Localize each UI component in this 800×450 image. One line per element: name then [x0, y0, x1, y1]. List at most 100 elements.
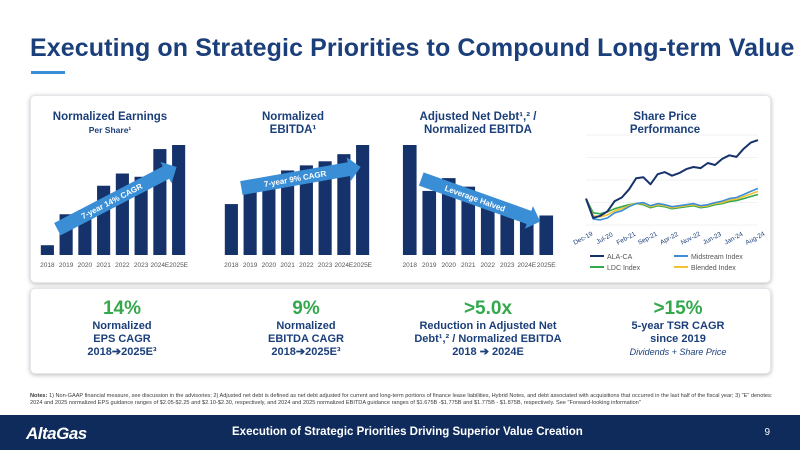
chart-3-bar	[402, 145, 417, 255]
chart-3-tick-label: 2018	[403, 262, 418, 269]
metric-eps: 14% Normalized EPS CAGR 2018➔2025E³	[37, 298, 207, 359]
chart-1-title-text: Normalized Earnings	[52, 111, 168, 123]
chart-3-bar	[480, 198, 495, 255]
metric-eps-line3: 2018➔2025E³	[87, 346, 157, 358]
metric-leverage-line2: Debt¹,² / Normalized EBITDA	[414, 333, 562, 345]
chart-4-tick-label: Apr-22	[659, 231, 680, 247]
chart-1-tick-label: 2018	[40, 262, 55, 269]
footer-bar: AltaGas Execution of Strategic Prioritie…	[0, 415, 800, 450]
chart-3-tick-label: 2020	[442, 262, 457, 269]
chart-1-tick-label: 2019	[59, 262, 74, 269]
metrics-panel	[30, 288, 771, 374]
chart-2-tick-label: 2024E	[334, 262, 353, 269]
chart-3-title: Adjusted Net Debt¹,² / Normalized EBITDA	[398, 111, 558, 137]
chart-2-tick-label: 2022	[299, 262, 314, 269]
chart-4-tick-label: Aug-24	[744, 230, 766, 246]
metric-ebitda-line2: EBITDA CAGR	[268, 333, 344, 345]
chart-2-bar	[356, 145, 370, 255]
chart-4-legend-label: ALA-CA	[607, 254, 633, 261]
chart-3-tick-label: 2024E	[517, 262, 536, 269]
chart-3-trend-arrow: Leverage Halved	[418, 172, 541, 229]
chart-4-title-text: Share Price	[633, 111, 697, 123]
chart-4-line-ldc-index	[585, 193, 759, 215]
chart-4-tick-label: Jul-20	[595, 231, 614, 246]
chart-3-tick-label: 2022	[481, 262, 496, 269]
metric-leverage-line3: 2018 ➔ 2024E	[452, 346, 524, 358]
metric-leverage-line1: Reduction in Adjusted Net	[419, 320, 557, 332]
chart-3-tick-label: 2021	[461, 262, 476, 269]
chart-2-subtitle: EBITDA¹	[269, 124, 317, 136]
page-title: Executing on Strategic Priorities to Com…	[30, 34, 795, 62]
metric-ebitda-line3: 2018➔2025E³	[271, 346, 341, 358]
chart-4-title: Share Price Performance	[600, 111, 730, 137]
chart-4-legend-label: Blended Index	[691, 265, 736, 272]
footnotes: Notes: 1) Non-GAAP financial measure, se…	[30, 393, 780, 407]
chart-3-bar	[500, 210, 515, 255]
chart-2-title: Normalized EBITDA¹	[228, 111, 358, 137]
page-number: 9	[764, 427, 770, 438]
chart-4-tick-label: Dec-19	[572, 230, 594, 246]
chart-2-tick-label: 2025E	[353, 262, 372, 269]
chart-2-bar	[281, 170, 295, 255]
chart-1-tick-label: 2021	[96, 262, 111, 269]
metric-tsr-value: >15%	[653, 298, 703, 319]
chart-2-bar	[243, 180, 257, 255]
chart-1-bar	[134, 176, 148, 255]
chart-2-tick-label: 2019	[243, 262, 258, 269]
chart-1-arrow-shape	[54, 161, 177, 236]
chart-2-tick-label: 2020	[262, 262, 277, 269]
metric-tsr-note: Dividends + Share Price	[629, 347, 727, 357]
chart-4-subtitle: Performance	[629, 124, 701, 136]
title-underline	[31, 71, 65, 74]
chart-2-title-text: Normalized	[262, 111, 324, 123]
chart-4-tick-label: Feb-21	[616, 231, 638, 247]
chart-4-tick-label: Jun-23	[702, 231, 723, 247]
chart-1-tick-label: 2024E	[150, 262, 169, 269]
altagas-logo: AltaGas	[26, 424, 87, 443]
footer-tagline: Execution of Strategic Priorities Drivin…	[232, 426, 583, 438]
chart-1-arrow-label: 7-year 14% CAGR	[80, 182, 144, 221]
chart-3-bar	[422, 190, 437, 255]
chart-3-arrow-shape	[418, 172, 541, 229]
chart-3-bar	[539, 215, 554, 255]
chart-4-legend-label: LDC Index	[607, 265, 641, 272]
metric-tsr-line2: since 2019	[650, 333, 706, 345]
chart-2-bar	[262, 178, 276, 255]
chart-2-bar	[318, 161, 332, 255]
metric-leverage-value: >5.0x	[463, 298, 513, 319]
chart-2-bar	[224, 204, 238, 255]
chart-1-subtitle: Per Share¹	[88, 125, 132, 135]
metric-ebitda-value: 9%	[292, 298, 320, 319]
metric-ebitda: 9% Normalized EBITDA CAGR 2018➔2025E³	[221, 298, 391, 359]
chart-4-tick-label: Sep-21	[637, 230, 659, 246]
chart-4-tick-label: Nov-22	[680, 230, 702, 246]
chart-4-tick-label: Jan-24	[723, 231, 744, 247]
chart-1-title: Normalized Earnings Per Share¹	[45, 111, 175, 137]
metric-eps-line2: EPS CAGR	[93, 333, 151, 345]
chart-1-tick-label: 2023	[134, 262, 149, 269]
metric-tsr-line1: 5-year TSR CAGR	[631, 320, 725, 332]
chart-3-tick-label: 2025E	[537, 262, 556, 269]
chart-4-legend-label: Midstream Index	[691, 254, 743, 261]
metric-tsr: >15% 5-year TSR CAGR since 2019 Dividend…	[593, 298, 763, 358]
chart-3-subtitle: Normalized EBITDA	[424, 124, 532, 136]
chart-4-line-blended-index	[585, 190, 759, 218]
metric-eps-value: 14%	[102, 298, 142, 319]
chart-3-tick-label: 2019	[422, 262, 437, 269]
footnotes-label: Notes:	[30, 393, 48, 399]
chart-1-tick-label: 2025E	[169, 262, 188, 269]
chart-4-line-ala-ca	[585, 139, 759, 219]
chart-4-line-midstream-index	[585, 187, 759, 221]
chart-1-bar	[172, 145, 186, 255]
metric-ebitda-line1: Normalized	[276, 320, 336, 332]
chart-3-title-text: Adjusted Net Debt¹,² /	[419, 111, 537, 123]
chart-2-bar	[299, 165, 313, 255]
footnotes-text: 1) Non-GAAP financial measure, see discu…	[30, 393, 773, 406]
chart-3-tick-label: 2023	[500, 262, 515, 269]
chart-1-tick-label: 2022	[115, 262, 130, 269]
chart-1-bar	[40, 245, 54, 255]
chart-2-arrow-shape	[240, 157, 361, 195]
metric-leverage: >5.0x Reduction in Adjusted Net Debt¹,² …	[398, 298, 578, 359]
